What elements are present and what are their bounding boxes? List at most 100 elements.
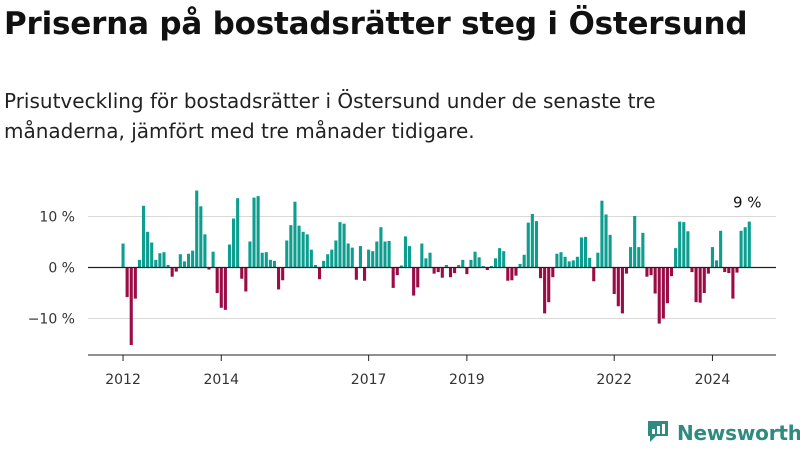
- bar-positive: [166, 264, 170, 268]
- bar-positive: [203, 234, 207, 268]
- bar-positive: [457, 264, 461, 268]
- bar-positive: [301, 231, 305, 268]
- bar-negative: [727, 267, 731, 274]
- bar-positive: [674, 248, 678, 268]
- bar-positive: [289, 225, 293, 268]
- bar-positive: [489, 265, 493, 268]
- bar-negative: [465, 267, 469, 275]
- bar-positive: [604, 214, 608, 268]
- bar-negative: [649, 267, 653, 276]
- bar-negative: [514, 267, 518, 276]
- bar-negative: [510, 267, 514, 281]
- bar-positive: [256, 196, 260, 268]
- bar-positive: [600, 200, 604, 268]
- bar-positive: [710, 247, 714, 268]
- bar-negative: [547, 267, 551, 303]
- bar-positive: [473, 251, 477, 268]
- bar-negative: [223, 267, 227, 310]
- bar-negative: [592, 267, 596, 282]
- bar-positive: [182, 261, 186, 268]
- bar-positive: [424, 258, 428, 268]
- bar-positive: [322, 260, 326, 268]
- bar-positive: [477, 257, 481, 268]
- bar-negative: [277, 267, 281, 290]
- bar-negative: [244, 267, 248, 292]
- bar-negative: [669, 267, 674, 277]
- bar-negative: [698, 267, 702, 303]
- bar-positive: [379, 227, 383, 268]
- page-subtitle: Prisutveckling för bostadsrätter i Öster…: [4, 89, 656, 143]
- bar-negative: [129, 267, 133, 346]
- bar-positive: [559, 252, 563, 268]
- bar-positive: [358, 246, 362, 268]
- bar-positive: [232, 218, 236, 268]
- bar-positive: [714, 260, 719, 268]
- bar-positive: [186, 253, 191, 268]
- x-axis-ticks: 2012 2014 2017 2019 2022 2024: [105, 355, 730, 388]
- bar-negative: [416, 267, 420, 288]
- bar-positive: [387, 240, 391, 268]
- y-tick-label: 10 %: [39, 210, 75, 226]
- bar-negative: [485, 267, 489, 271]
- bar-positive: [567, 261, 571, 268]
- bar-negative: [706, 267, 710, 274]
- bar-chart: 10 % 0 % −10 % 2012 2014 2017 2019 2022 2024 9 …: [28, 190, 776, 388]
- bar-positive: [408, 246, 412, 268]
- bar-positive: [248, 241, 252, 268]
- bar-positive: [305, 234, 309, 268]
- bar-positive: [199, 206, 203, 268]
- bar-negative: [240, 267, 244, 279]
- bar-positive: [342, 223, 346, 268]
- bar-positive: [309, 249, 313, 268]
- bar-negative: [432, 267, 436, 274]
- bar-positive: [686, 231, 690, 268]
- bar-positive: [633, 215, 637, 268]
- bar-negative: [391, 267, 395, 288]
- bar-positive: [444, 264, 448, 268]
- x-tick-label: 2012: [105, 372, 141, 388]
- bar-positive: [682, 222, 686, 268]
- bar-negative: [395, 267, 399, 276]
- bar-positive: [428, 252, 432, 268]
- bar-negative: [436, 267, 440, 273]
- bar-positive: [579, 237, 584, 268]
- bar-positive: [588, 257, 592, 268]
- bar-negative: [453, 267, 457, 274]
- bar-positive: [371, 251, 375, 268]
- bar-positive: [141, 205, 146, 268]
- bar-negative: [657, 267, 661, 324]
- bar-positive: [252, 197, 256, 268]
- bar-negative: [551, 267, 555, 278]
- bar-positive: [338, 222, 342, 268]
- bar-positive: [346, 243, 350, 268]
- bar-negative: [174, 267, 178, 272]
- y-tick-label: 0 %: [48, 261, 75, 277]
- bar-positive: [678, 221, 682, 268]
- bar-negative: [624, 267, 629, 274]
- bar-positive: [481, 265, 485, 268]
- bar-positive: [608, 234, 612, 268]
- x-tick-label: 2014: [203, 372, 239, 388]
- bar-positive: [575, 256, 579, 268]
- bar-positive: [641, 232, 645, 268]
- brand-name: Newsworthy: [677, 421, 800, 445]
- bar-negative: [215, 267, 219, 293]
- bar-positive: [629, 247, 633, 268]
- bar-negative: [448, 267, 453, 278]
- bar-positive: [469, 259, 473, 268]
- bar-positive: [530, 213, 534, 268]
- bar-negative: [281, 267, 285, 281]
- bar-positive: [297, 225, 301, 268]
- bar-positive: [747, 221, 751, 268]
- bar-negative: [616, 267, 620, 307]
- bar-positive: [637, 247, 641, 268]
- bar-negative: [133, 267, 137, 299]
- bar-negative: [731, 267, 735, 299]
- bar-positive: [268, 259, 272, 268]
- bar-positive: [719, 230, 723, 268]
- bar-positive: [526, 222, 530, 268]
- bar-negative: [170, 267, 174, 277]
- bar-negative: [653, 267, 657, 294]
- bar-negative: [125, 267, 129, 298]
- newsworthy-logo-icon: [645, 418, 671, 448]
